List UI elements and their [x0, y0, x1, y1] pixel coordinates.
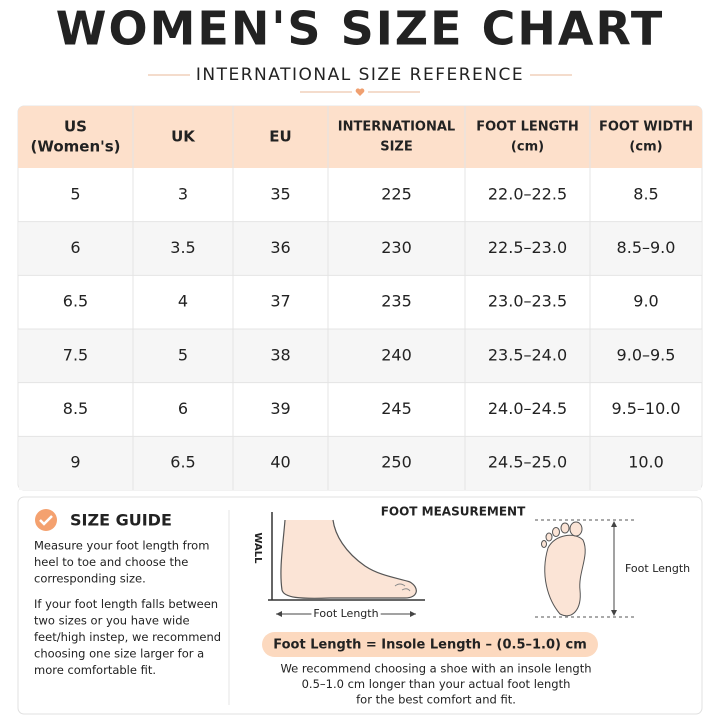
note: We recommend choosing a shoe with an ins…: [280, 662, 591, 676]
cell: 38: [270, 345, 290, 364]
cell: 250: [381, 453, 412, 472]
cell: 3.5: [170, 238, 195, 257]
column-header: FOOT LENGTH: [476, 120, 579, 135]
column-header: (Women's): [30, 138, 120, 156]
cell: 8.5–9.0: [617, 238, 676, 257]
column-header: UK: [171, 128, 196, 146]
title: WOMEN'S SIZE CHART: [56, 2, 664, 56]
cell: 22.5–23.0: [488, 238, 567, 257]
cell: 9.0: [633, 292, 658, 311]
cell: 240: [381, 345, 412, 364]
cell: 10.0: [628, 453, 664, 472]
toes: [394, 583, 411, 592]
length-label: Foot Length: [625, 562, 690, 575]
measurement-title: FOOT MEASUREMENT: [381, 505, 526, 519]
cell: 7.5: [63, 345, 88, 364]
row-stripe: [19, 221, 701, 276]
cell: 9.0–9.5: [617, 345, 676, 364]
cell: 8.5: [633, 184, 658, 203]
column-header: SIZE: [380, 140, 413, 155]
guide-text: more comfortable fit.: [34, 663, 156, 677]
cell: 24.0–24.5: [488, 399, 567, 418]
cell: 4: [178, 292, 188, 311]
length-label: Foot Length: [313, 607, 378, 620]
foot-side: [280, 519, 417, 599]
cell: 230: [381, 238, 412, 257]
guide-text: feet/high instep, we recommend: [34, 630, 221, 644]
cell: 5: [70, 184, 80, 203]
cell: 39: [270, 399, 290, 418]
row-stripe: [19, 436, 701, 490]
guide-text: Measure your foot length from: [34, 539, 209, 553]
guide-text: corresponding size.: [34, 572, 146, 586]
cell: 23.0–23.5: [488, 292, 567, 311]
cell: 40: [270, 453, 290, 472]
cell: 235: [381, 292, 412, 311]
cell: 23.5–24.0: [488, 345, 567, 364]
cell: 24.5–25.0: [488, 453, 567, 472]
formula-pill: [262, 632, 598, 657]
column-header: (cm): [511, 140, 544, 155]
cell: 36: [270, 238, 290, 257]
cell: 6: [178, 399, 188, 418]
guide-text: choosing one size larger for a: [34, 647, 204, 661]
guide-text: If your foot length falls between: [34, 597, 218, 611]
cell: 9: [70, 453, 80, 472]
formula: Foot Length = Insole Length – (0.5–1.0) …: [273, 638, 587, 653]
wall-label: WALL: [252, 532, 263, 564]
toe-prints: [541, 521, 583, 548]
guide-title: SIZE GUIDE: [70, 511, 172, 530]
note: for the best comfort and fit.: [356, 693, 516, 707]
column-header: FOOT WIDTH: [599, 120, 693, 135]
cell: 3: [178, 184, 188, 203]
cell: 6.5: [63, 292, 88, 311]
cell: 5: [178, 345, 188, 364]
row-stripe: [19, 329, 701, 383]
cell: 9.5–10.0: [611, 399, 680, 418]
cell: 225: [381, 184, 412, 203]
column-header: EU: [269, 128, 291, 146]
cell: 245: [381, 399, 412, 418]
table-header-bg: [18, 106, 702, 168]
check-icon: [35, 509, 57, 531]
guide-panel: [17, 496, 703, 715]
cell: 6: [70, 238, 80, 257]
cell: 22.0–22.5: [488, 184, 567, 203]
subtitle: INTERNATIONAL SIZE REFERENCE: [196, 65, 524, 85]
cell: 37: [270, 292, 290, 311]
check-mark: [39, 515, 53, 526]
cell: 8.5: [63, 399, 88, 418]
column-header: US: [64, 118, 87, 136]
cell: 35: [270, 184, 290, 203]
note: 0.5–1.0 cm longer than your actual foot …: [302, 677, 571, 691]
guide-text: heel to toe and choose the: [34, 555, 188, 569]
heart: [355, 88, 365, 96]
column-header: (cm): [629, 140, 662, 155]
guide-text: two sizes or you have wide: [34, 614, 190, 628]
cell: 6.5: [170, 453, 195, 472]
column-header: INTERNATIONAL: [338, 120, 455, 135]
